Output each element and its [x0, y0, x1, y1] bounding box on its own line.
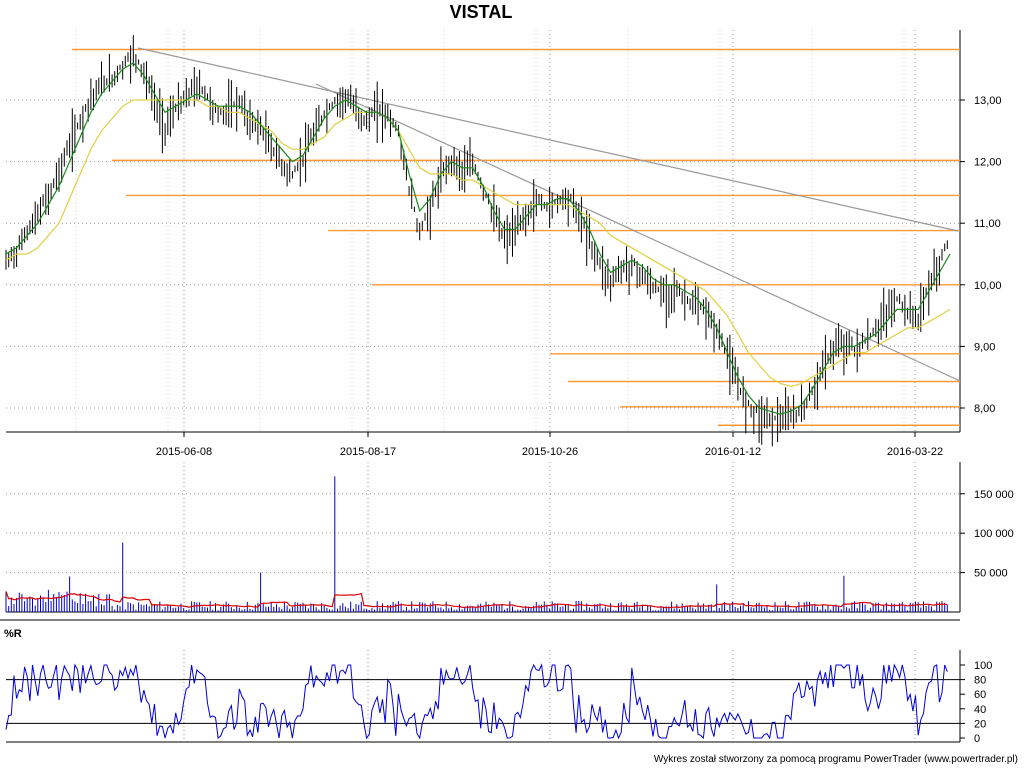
volume-tick-label: 50 000: [974, 568, 1008, 580]
price-tick-label: 8,00: [974, 403, 995, 415]
price-tick-label: 10,00: [974, 280, 1002, 292]
chart-title: VISTAL: [450, 2, 513, 22]
volume-ma-line: [5, 591, 948, 609]
osc-tick-label: 20: [974, 718, 986, 730]
price-tick-label: 12,00: [974, 157, 1002, 169]
trendline: [315, 83, 961, 382]
price-tick-label: 9,00: [974, 341, 995, 353]
footer-credit: Wykres został stworzony za pomocą progra…: [654, 754, 1018, 765]
volume-tick-label: 150 000: [974, 489, 1014, 501]
price-panel: 8,00 9,00 10,00 11,00 12,00 13,00 2015-06-08 20…: [5, 30, 1002, 458]
williams-r-line: [5, 663, 948, 740]
osc-tick-label: 60: [974, 689, 986, 701]
oscillator-panel: %R 0 20 40 60 80 100: [0, 619, 992, 745]
date-tick-label: 2015-06-08: [156, 446, 212, 458]
ma-long-line: [5, 99, 951, 388]
trendline: [137, 47, 959, 232]
osc-tick-label: 80: [974, 675, 986, 687]
osc-tick-label: 0: [974, 733, 980, 745]
volume-tick-label: 100 000: [974, 528, 1014, 540]
price-tick-label: 13,00: [974, 95, 1002, 107]
osc-tick-label: 100: [974, 660, 992, 672]
date-tick-label: 2016-03-22: [887, 446, 943, 458]
ma-short-line: [5, 62, 951, 415]
oscillator-label: %R: [4, 628, 22, 640]
osc-tick-label: 40: [974, 704, 986, 716]
price-tick-label: 11,00: [974, 218, 1001, 230]
volume-panel: 50 000 100 000 150 000: [5, 462, 1014, 613]
date-tick-label: 2015-10-26: [522, 446, 578, 458]
date-tick-label: 2015-08-17: [340, 446, 396, 458]
date-tick-label: 2016-01-12: [705, 446, 761, 458]
